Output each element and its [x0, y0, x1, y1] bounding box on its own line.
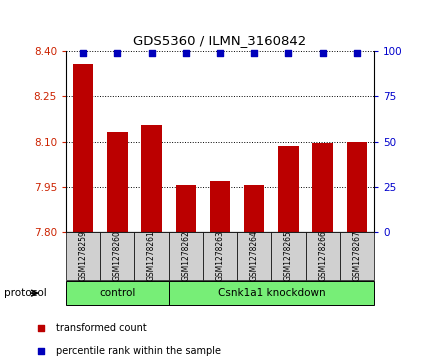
Point — [37, 348, 44, 354]
Point — [182, 50, 189, 56]
Bar — [66, 281, 169, 305]
Point — [353, 50, 360, 56]
Bar — [73, 65, 93, 232]
Bar — [100, 232, 135, 280]
Text: GSM1278260: GSM1278260 — [113, 231, 122, 281]
Bar — [107, 132, 128, 232]
Text: protocol: protocol — [4, 288, 47, 298]
Bar — [169, 281, 374, 305]
Text: GSM1278259: GSM1278259 — [79, 231, 88, 281]
Bar — [210, 181, 230, 232]
Point — [216, 50, 224, 56]
Point — [114, 50, 121, 56]
Bar — [244, 185, 264, 232]
Bar — [237, 232, 271, 280]
Bar — [203, 232, 237, 280]
Bar — [176, 185, 196, 232]
Bar — [141, 125, 162, 232]
Bar — [278, 146, 299, 232]
Point — [80, 50, 87, 56]
Text: control: control — [99, 288, 136, 298]
Point — [148, 50, 155, 56]
Text: GSM1278264: GSM1278264 — [250, 231, 259, 281]
Text: transformed count: transformed count — [56, 323, 147, 333]
Bar — [340, 232, 374, 280]
Point — [37, 325, 44, 331]
Text: Csnk1a1 knockdown: Csnk1a1 knockdown — [217, 288, 325, 298]
Text: GSM1278261: GSM1278261 — [147, 231, 156, 281]
Title: GDS5360 / ILMN_3160842: GDS5360 / ILMN_3160842 — [133, 34, 307, 47]
Bar — [135, 232, 169, 280]
Bar — [347, 142, 367, 232]
Bar — [169, 232, 203, 280]
Bar — [312, 143, 333, 232]
Text: GSM1278263: GSM1278263 — [216, 231, 224, 281]
Point — [285, 50, 292, 56]
Text: percentile rank within the sample: percentile rank within the sample — [56, 346, 221, 356]
Point — [251, 50, 258, 56]
Bar — [271, 232, 305, 280]
Text: GSM1278265: GSM1278265 — [284, 231, 293, 281]
Text: GSM1278262: GSM1278262 — [181, 231, 190, 281]
Text: GSM1278266: GSM1278266 — [318, 231, 327, 281]
Bar — [66, 232, 100, 280]
Text: GSM1278267: GSM1278267 — [352, 231, 361, 281]
Point — [319, 50, 326, 56]
Bar — [305, 232, 340, 280]
